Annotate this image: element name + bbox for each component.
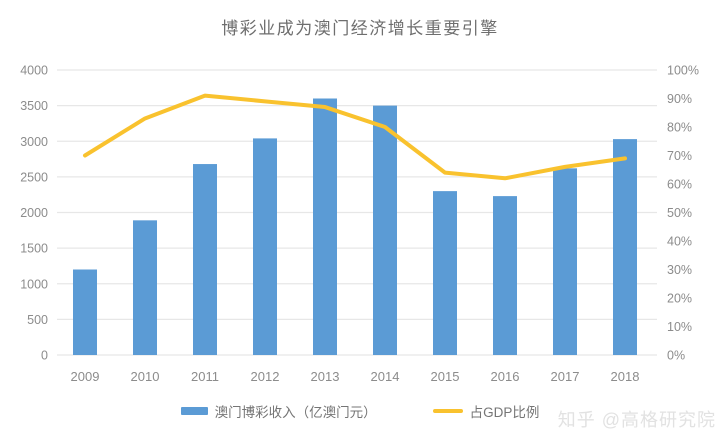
right-axis-tick-label: 0% — [667, 349, 685, 363]
right-axis-tick-label: 40% — [667, 235, 692, 249]
bar-2016 — [493, 196, 517, 355]
bar-2012 — [253, 138, 277, 355]
right-axis-tick-label: 70% — [667, 149, 692, 163]
left-axis-tick-label: 2000 — [20, 206, 48, 220]
x-axis-label-2017: 2017 — [551, 369, 580, 384]
x-axis-label-2010: 2010 — [131, 369, 160, 384]
x-axis-label-2018: 2018 — [611, 369, 640, 384]
bar-2018 — [613, 139, 637, 355]
right-axis-tick-label: 100% — [667, 64, 699, 78]
left-axis-tick-label: 3500 — [20, 99, 48, 113]
watermark: 知乎 @高格研究院 — [557, 410, 716, 430]
left-axis-tick-label: 3000 — [20, 135, 48, 149]
x-axis-label-2014: 2014 — [371, 369, 400, 384]
line-series-label: 占GDP比例 — [469, 405, 540, 420]
left-axis-tick-label: 2500 — [20, 170, 48, 184]
gdp-share-line — [83, 93, 627, 181]
right-axis-tick-label: 80% — [667, 121, 692, 135]
bar-series-label: 澳门博彩收入（亿澳门元） — [214, 405, 377, 420]
bar-2010 — [133, 220, 157, 355]
x-axis-label-2011: 2011 — [191, 369, 219, 384]
right-axis-tick-label: 50% — [667, 206, 692, 220]
bar-series-swatch — [180, 407, 208, 415]
right-axis-tick-label: 90% — [667, 92, 692, 106]
right-axis-tick-label: 60% — [667, 178, 692, 192]
legend-item-revenue: 澳门博彩收入（亿澳门元） — [180, 401, 377, 421]
x-axis-label-2013: 2013 — [311, 369, 340, 384]
right-axis-tick-label: 30% — [667, 263, 692, 277]
bar-2011 — [193, 164, 217, 355]
legend-item-gdp-share: 占GDP比例 — [432, 401, 540, 421]
left-axis-tick-label: 4000 — [20, 64, 48, 78]
chart-title: 博彩业成为澳门经济增长重要引擎 — [221, 19, 499, 38]
x-axis-label-2016: 2016 — [491, 369, 520, 384]
bar-2017 — [553, 168, 577, 355]
left-axis-tick-label: 0 — [41, 349, 48, 363]
right-axis-tick-label: 10% — [667, 320, 692, 334]
line-series-swatch — [432, 409, 463, 413]
x-axis-label-2012: 2012 — [251, 369, 280, 384]
left-axis-tick-label: 1000 — [20, 277, 48, 291]
bar-2013 — [313, 98, 337, 355]
right-axis-tick-label: 20% — [667, 292, 692, 306]
legend: 澳门博彩收入（亿澳门元） 占GDP比例 — [0, 401, 720, 421]
x-axis-label-2015: 2015 — [431, 369, 460, 384]
x-axis-label-2009: 2009 — [71, 369, 100, 384]
left-axis-tick-label: 1500 — [20, 242, 48, 256]
bar-2015 — [433, 191, 457, 355]
left-axis-tick-label: 500 — [27, 313, 48, 327]
bar-2009 — [73, 269, 97, 355]
bar-2014 — [373, 105, 397, 355]
